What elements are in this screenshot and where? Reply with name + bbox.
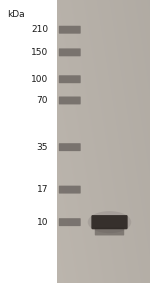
Text: kDa: kDa	[8, 10, 25, 19]
FancyBboxPatch shape	[59, 143, 81, 151]
FancyBboxPatch shape	[59, 97, 81, 104]
Text: 35: 35	[36, 143, 48, 152]
FancyBboxPatch shape	[59, 186, 81, 194]
Text: 70: 70	[36, 96, 48, 105]
Text: 100: 100	[31, 75, 48, 84]
FancyBboxPatch shape	[95, 228, 124, 235]
Text: 210: 210	[31, 25, 48, 34]
Text: 150: 150	[31, 48, 48, 57]
FancyBboxPatch shape	[59, 75, 81, 83]
FancyBboxPatch shape	[59, 26, 81, 34]
Text: 10: 10	[36, 218, 48, 227]
Text: 17: 17	[36, 185, 48, 194]
FancyBboxPatch shape	[91, 215, 128, 229]
FancyBboxPatch shape	[59, 218, 81, 226]
Ellipse shape	[88, 211, 131, 233]
FancyBboxPatch shape	[59, 48, 81, 56]
